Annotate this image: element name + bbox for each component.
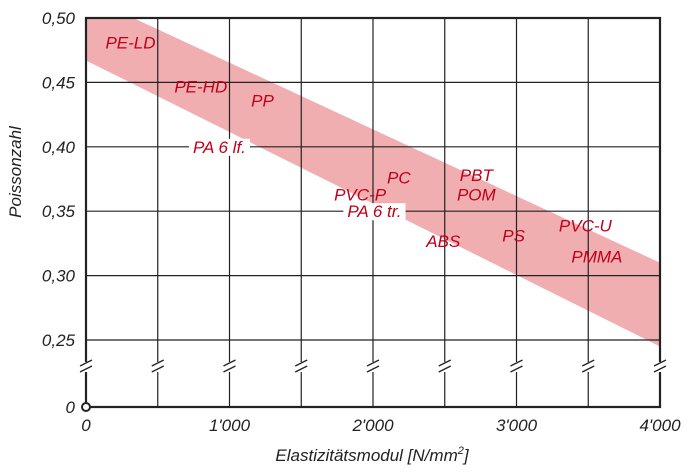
material-label: PC <box>387 169 411 188</box>
break-gap <box>653 362 667 372</box>
break-slash <box>223 365 236 373</box>
break-slash <box>653 359 667 367</box>
y-tick-label: 0,45 <box>42 73 76 92</box>
break-gap <box>366 362 380 372</box>
break-gap <box>150 362 165 372</box>
y-tick-label: 0,25 <box>42 331 76 350</box>
material-label-text: PVC-P <box>334 185 387 204</box>
x-tick-label: 4'000 <box>639 416 681 435</box>
material-label-text: PMMA <box>571 247 622 266</box>
x-axis-title-main: Elastizitätsmodul [N/mm <box>275 446 457 465</box>
origin-marker <box>81 402 91 412</box>
material-label-text: PA 6 lf. <box>193 138 246 157</box>
material-label-text: PE-HD <box>174 77 227 96</box>
break-slash <box>438 365 452 373</box>
y-tick-label: 0,30 <box>42 267 76 286</box>
material-label-text: ABS <box>425 232 461 251</box>
x-tick-label: 1'000 <box>209 416 251 435</box>
material-label: ABS <box>425 232 461 251</box>
x-tick-label: 2'000 <box>351 416 394 435</box>
break-slash <box>79 359 93 367</box>
axis-break-marks <box>79 359 667 373</box>
material-label-text: PE-LD <box>105 33 155 52</box>
material-label-text: PC <box>387 169 411 188</box>
break-slash <box>510 365 523 373</box>
x-tick-labels: 0 1'000 2'000 3'000 4'000 <box>81 416 681 435</box>
break-slash <box>653 365 667 373</box>
break-slash <box>581 365 595 373</box>
break-slash <box>438 359 452 367</box>
material-label: PA 6 lf. <box>188 138 250 157</box>
material-label-text: POM <box>457 185 497 204</box>
material-label: PBT <box>460 166 495 185</box>
material-label: PP <box>251 91 274 110</box>
y-origin-label: 0 <box>66 398 76 417</box>
x-tick-label: 0 <box>81 416 91 435</box>
material-label: PE-HD <box>174 77 227 96</box>
break-gap <box>509 362 524 372</box>
x-axis-title-end: ] <box>462 446 470 465</box>
break-slash <box>223 359 236 367</box>
material-label: PE-LD <box>105 33 155 52</box>
material-label-text: PA 6 tr. <box>347 202 401 221</box>
x-tick-label: 3'000 <box>496 416 538 435</box>
plot-frame <box>84 16 662 409</box>
material-label-text: PP <box>251 91 274 110</box>
material-label: PA 6 tr. <box>343 202 406 221</box>
y-axis-title: Poissonzahl <box>6 125 25 218</box>
material-label-text: PVC-U <box>559 216 613 235</box>
material-label: PMMA <box>571 247 622 266</box>
break-slash <box>294 359 308 367</box>
y-tick-labels: 0,25 0,30 0,35 0,40 0,45 0,50 <box>42 9 76 350</box>
break-slash <box>79 365 93 373</box>
y-tick-label: 0,40 <box>42 138 76 157</box>
break-gap <box>294 362 309 372</box>
label-knockout <box>343 203 406 221</box>
break-gap <box>79 362 93 372</box>
material-label: PS <box>502 227 525 246</box>
break-slash <box>510 359 523 367</box>
break-gap <box>437 362 452 372</box>
label-knockout <box>188 138 250 156</box>
break-gap <box>222 362 237 372</box>
break-slash <box>151 359 165 367</box>
material-label: PVC-P <box>334 185 387 204</box>
break-slash <box>151 365 165 373</box>
break-slash <box>366 365 380 373</box>
x-axis-title-sup: 2 <box>457 445 464 457</box>
break-slash <box>294 365 308 373</box>
break-gap <box>581 362 596 372</box>
break-slash <box>366 359 380 367</box>
x-axis-title: Elastizitätsmodul [N/mm2] <box>275 445 469 465</box>
material-label-text: PS <box>502 227 525 246</box>
y-tick-label: 0,35 <box>42 202 76 221</box>
break-slash <box>581 359 595 367</box>
material-label: PVC-U <box>559 216 613 235</box>
material-label: POM <box>457 185 497 204</box>
y-tick-label: 0,50 <box>42 9 76 28</box>
material-label-text: PBT <box>460 166 495 185</box>
